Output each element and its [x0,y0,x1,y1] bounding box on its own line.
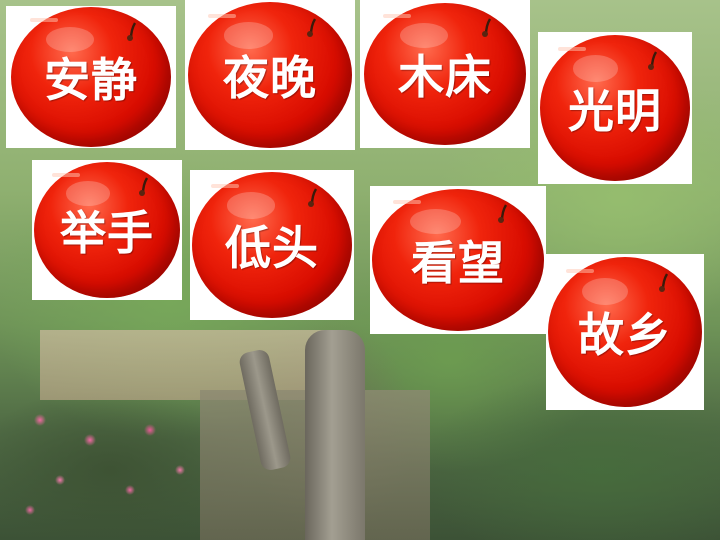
word-text-4: 光明 [568,84,662,138]
apple-label-mark [211,183,240,188]
word-card-5[interactable]: 举手 [32,160,182,300]
apple-shine [46,26,95,52]
word-card-1[interactable]: 安静 [6,6,176,148]
apple-3: 木床 [364,3,526,145]
apple-4: 光明 [540,35,690,181]
apple-label-mark [207,13,236,18]
word-text-8: 故乡 [578,308,672,362]
apple-shine [66,181,110,206]
word-text-7: 看望 [411,236,505,290]
apple-label-mark [392,200,421,205]
apple-stem-icon [659,273,669,292]
word-text-1: 安静 [44,53,138,107]
pink-flowers [10,400,210,530]
apple-label-mark [51,172,80,177]
apple-label-mark [30,18,59,23]
word-text-6: 低头 [225,221,319,275]
apple-label-mark [558,46,586,51]
apple-2: 夜晚 [188,2,352,148]
apple-stem-icon [127,22,137,41]
apple-label-mark [383,14,412,19]
apple-shine [399,22,449,49]
apple-stem-icon [497,204,507,224]
apple-shine [227,192,276,219]
word-text-2: 夜晚 [223,51,317,105]
word-card-7[interactable]: 看望 [370,186,546,334]
word-card-2[interactable]: 夜晚 [185,0,355,150]
word-card-8[interactable]: 故乡 [546,254,704,410]
apple-1: 安静 [11,7,171,147]
word-text-5: 举手 [60,206,154,260]
apple-stem-icon [481,18,491,38]
apple-shine [409,208,462,235]
background-wall [40,330,340,400]
word-text-3: 木床 [398,50,492,104]
apple-5: 举手 [34,162,180,298]
apple-shine [573,55,618,82]
apple-shine [581,278,629,305]
word-card-6[interactable]: 低头 [190,170,354,320]
apple-7: 看望 [372,189,544,331]
apple-stem-icon [648,50,658,70]
word-card-3[interactable]: 木床 [360,0,530,148]
word-card-4[interactable]: 光明 [538,32,692,184]
apple-8: 故乡 [548,257,702,407]
tree-trunk [305,330,365,540]
apple-6: 低头 [192,172,352,318]
apple-shine [224,22,274,49]
apple-stem-icon [138,176,148,196]
apple-label-mark [566,269,595,273]
apple-stem-icon [308,187,318,207]
apple-stem-icon [307,17,317,37]
